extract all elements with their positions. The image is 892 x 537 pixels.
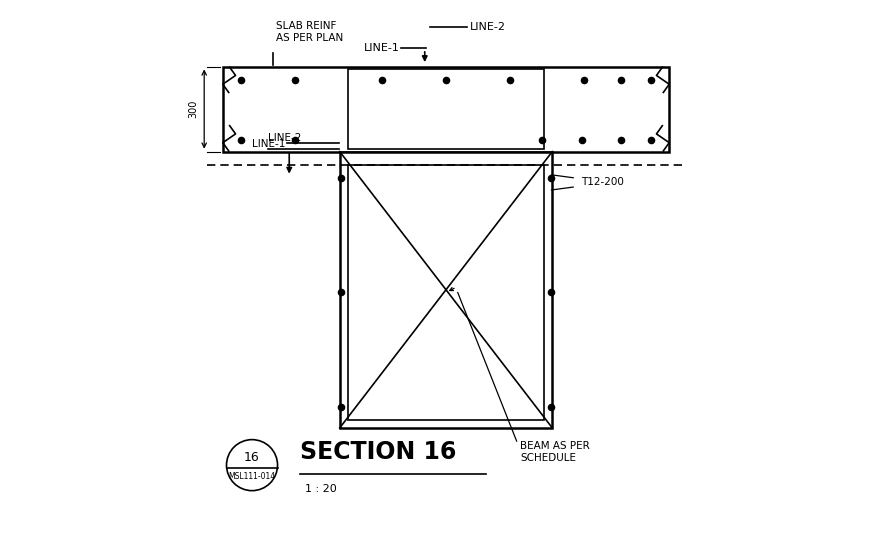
Text: LINE-1: LINE-1 <box>364 43 400 53</box>
Point <box>574 136 589 144</box>
Text: 1 : 20: 1 : 20 <box>305 484 337 494</box>
Point <box>643 76 657 84</box>
Point <box>235 136 249 144</box>
Text: 300: 300 <box>188 100 199 118</box>
Text: SECTION 16: SECTION 16 <box>300 440 456 464</box>
Text: T12-200: T12-200 <box>582 177 624 187</box>
Point <box>543 402 558 411</box>
Point <box>376 76 390 84</box>
Point <box>534 136 549 144</box>
Point <box>334 288 349 297</box>
Point <box>287 136 301 144</box>
Point <box>334 402 349 411</box>
Point <box>502 76 516 84</box>
Point <box>287 76 301 84</box>
Point <box>543 174 558 183</box>
Point <box>439 76 453 84</box>
Bar <box>348 69 544 149</box>
Text: LINE-2: LINE-2 <box>268 133 301 142</box>
Point <box>543 288 558 297</box>
Point <box>334 174 349 183</box>
Point <box>615 76 629 84</box>
Text: BEAM AS PER
SCHEDULE: BEAM AS PER SCHEDULE <box>520 441 591 463</box>
Text: 16: 16 <box>244 451 260 464</box>
Text: MSL111-014: MSL111-014 <box>228 473 276 481</box>
Text: SLAB REINF
AS PER PLAN: SLAB REINF AS PER PLAN <box>276 21 343 43</box>
Point <box>577 76 591 84</box>
Text: LINE-1: LINE-1 <box>252 139 285 149</box>
Point <box>643 136 657 144</box>
Text: LINE-2: LINE-2 <box>470 21 506 32</box>
Bar <box>223 67 669 151</box>
Point <box>615 136 629 144</box>
Bar <box>340 151 552 428</box>
Bar <box>348 165 544 420</box>
Point <box>235 76 249 84</box>
